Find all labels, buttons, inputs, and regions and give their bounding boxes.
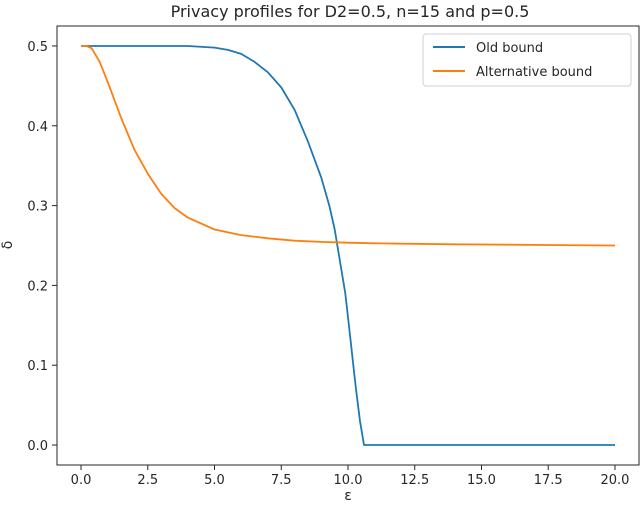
plot-lines xyxy=(81,45,616,446)
y-tick-label: 0.2 xyxy=(27,279,48,294)
x-tick-label: 15.0 xyxy=(467,473,496,488)
series-line-alternative-bound xyxy=(81,45,616,247)
x-axis: 0.0 2.5 5.0 7.5 10.0 12.5 15.0 17.5 20.0 xyxy=(71,465,629,488)
y-tick-label: 0.1 xyxy=(27,359,48,374)
x-tick-label: 7.5 xyxy=(271,473,292,488)
x-tick-label: 5.0 xyxy=(204,473,225,488)
x-axis-label: ε xyxy=(344,488,352,504)
legend: Old bound Alternative bound xyxy=(422,33,632,87)
x-tick-label: 17.5 xyxy=(534,473,563,488)
y-tick-label: 0.4 xyxy=(27,120,48,135)
x-tick-label: 20.0 xyxy=(600,473,629,488)
x-tick-label: 0.0 xyxy=(71,473,92,488)
legend-box xyxy=(422,33,632,87)
y-tick-label: 0.5 xyxy=(27,40,48,55)
y-axis: 0.0 0.1 0.2 0.3 0.4 0.5 xyxy=(27,40,57,454)
x-tick-label: 10.0 xyxy=(334,473,363,488)
x-tick-label: 2.5 xyxy=(137,473,158,488)
chart-title: Privacy profiles for D2=0.5, n=15 and p=… xyxy=(171,2,530,21)
series-line-old-bound xyxy=(81,45,615,446)
y-axis-label: δ xyxy=(0,241,16,250)
y-tick-label: 0.3 xyxy=(27,200,48,215)
y-tick-label: 0.0 xyxy=(27,439,48,454)
x-tick-label: 12.5 xyxy=(400,473,429,488)
legend-label-old-bound: Old bound xyxy=(476,41,543,56)
legend-label-alternative-bound: Alternative bound xyxy=(476,65,592,80)
